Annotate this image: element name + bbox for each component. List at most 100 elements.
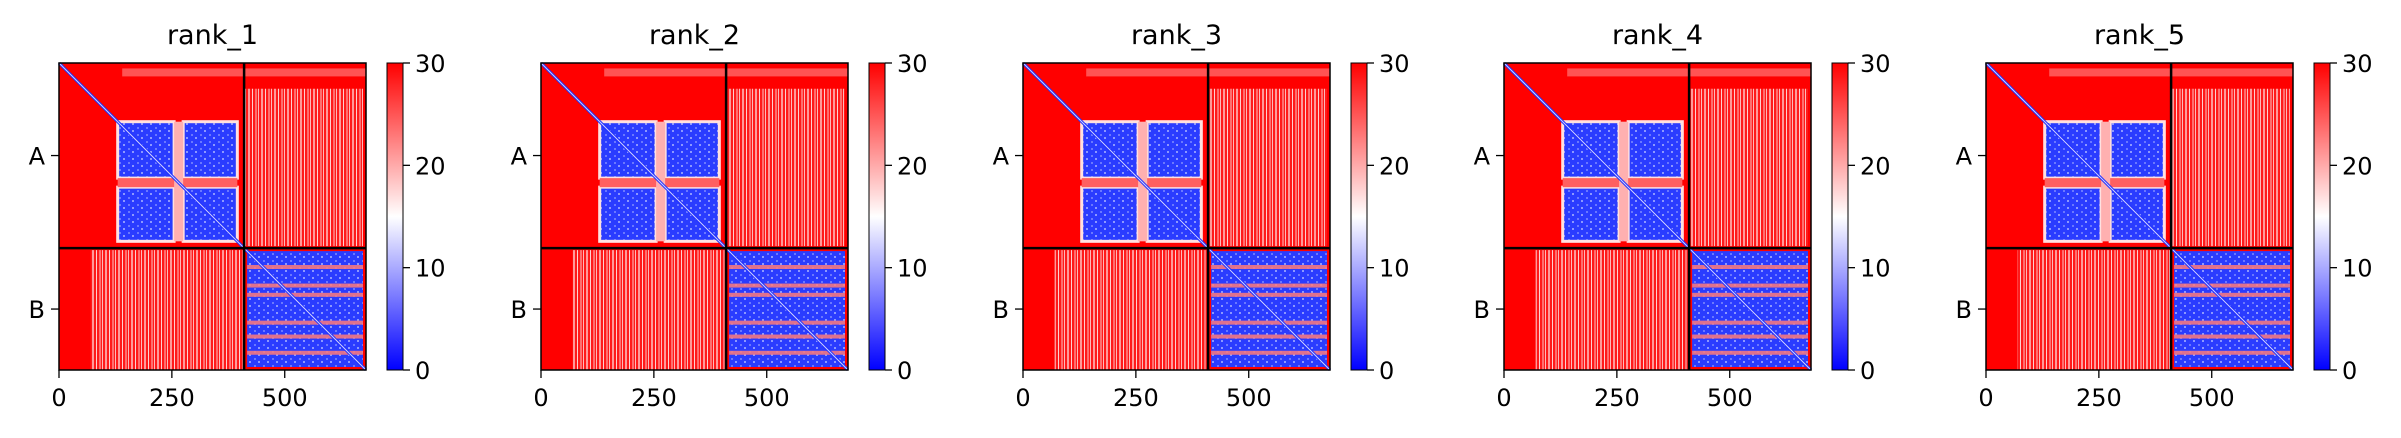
colorbar (386, 62, 404, 371)
interchain-block-ba (90, 250, 245, 370)
chain-b-streak-1 (247, 283, 363, 288)
colorbar-tick-label: 0 (1379, 357, 1394, 385)
panel-title: rank_2 (649, 20, 740, 51)
diagonal-highlight (1503, 62, 1812, 371)
colorbar-tick-label: 20 (415, 152, 446, 180)
colorbar-tick-label: 0 (897, 357, 912, 385)
x-tick-label: 500 (1707, 384, 1753, 412)
colorbar-tick-label: 30 (897, 50, 928, 78)
pae-panel-5: rank_5 A B 0 250 500 0 10 20 30 (1956, 20, 2373, 412)
pae-panel-1: rank_1 A B 0 250 500 0 10 20 30 (29, 20, 446, 412)
chain-b-streak-2 (2174, 292, 2290, 297)
diagonal-highlight (58, 62, 367, 371)
heatmap-frame (540, 62, 849, 371)
colorbar-tick-label: 30 (1379, 50, 1410, 78)
chain-b-streak-3 (1211, 320, 1327, 325)
chain-b-streak-4 (2174, 334, 2290, 339)
heatmap-frame (1022, 62, 1331, 371)
interchain-block-ab (244, 88, 363, 247)
chain-b-streak-4 (247, 334, 363, 339)
x-tick-label: 500 (262, 384, 308, 412)
interchain-block-ba (572, 250, 727, 370)
colorbar-tick-label: 0 (1860, 357, 1875, 385)
chain-b-streak-5 (247, 350, 363, 355)
colorbar-tick-label: 20 (1860, 152, 1891, 180)
chain-b-streak-4 (1692, 334, 1808, 339)
diagonal-highlight (1985, 62, 2294, 371)
interchain-block-ab (1208, 88, 1327, 247)
interchain-block-ab (1689, 88, 1808, 247)
chain-b-streak-3 (2174, 320, 2290, 325)
chain-b-streak-0 (2174, 265, 2290, 270)
colorbar-tick-label: 0 (2342, 357, 2357, 385)
colorbar (1350, 62, 1368, 371)
x-tick-label: 0 (51, 384, 66, 412)
domain-block-a-10 (181, 120, 239, 180)
colorbar-tick-label: 0 (415, 357, 430, 385)
chain-label: A (1956, 143, 1973, 171)
pae-panel-2: rank_2 A B 0 250 500 0 10 20 30 (511, 20, 928, 412)
chain-b-streak-5 (729, 350, 845, 355)
chain-b-streak-0 (1692, 265, 1808, 270)
chain-label: A (29, 143, 46, 171)
interchain-block-ab (2171, 88, 2290, 247)
chain-b-streak-1 (2174, 283, 2290, 288)
x-tick-label: 500 (2189, 384, 2235, 412)
panel-title: rank_4 (1612, 20, 1703, 51)
x-tick-label: 500 (1226, 384, 1272, 412)
chain-b-streak-2 (1692, 292, 1808, 297)
interchain-block-ba (2017, 250, 2172, 370)
x-tick-label: 250 (1594, 384, 1640, 412)
chain-b-streak-0 (1211, 265, 1327, 270)
colorbar-tick-label: 10 (1379, 255, 1410, 283)
chain-b-streak-5 (1211, 350, 1327, 355)
x-tick-label: 500 (744, 384, 790, 412)
domain-block-a-10 (1626, 120, 1684, 180)
pae-panel-3: rank_3 A B 0 250 500 0 10 20 30 (993, 20, 1410, 412)
diagonal-highlight (1022, 62, 1331, 371)
colorbar-tick-label: 20 (897, 152, 928, 180)
chain-b-streak-0 (247, 265, 363, 270)
chain-b-streak-3 (247, 320, 363, 325)
chain-label: B (1956, 296, 1972, 324)
domain-block-a-01 (1080, 185, 1140, 243)
chain-b-streak-2 (729, 292, 845, 297)
chain-b-streak-5 (1692, 350, 1808, 355)
colorbar (868, 62, 886, 371)
chain-label: A (511, 143, 528, 171)
domain-block-a-01 (116, 185, 176, 243)
panel-title: rank_5 (2094, 20, 2185, 51)
colorbar-tick-label: 10 (1860, 255, 1891, 283)
domain-block-a-10 (1145, 120, 1203, 180)
colorbar-tick-label: 20 (1379, 152, 1410, 180)
colorbar-tick-label: 30 (415, 50, 446, 78)
colorbar-tick-label: 10 (415, 255, 446, 283)
x-tick-label: 0 (533, 384, 548, 412)
domain-block-a-01 (598, 185, 658, 243)
domain-block-a-01 (1561, 185, 1621, 243)
x-tick-label: 0 (1496, 384, 1511, 412)
chain-b-streak-2 (247, 292, 363, 297)
chain-b-streak-1 (1211, 283, 1327, 288)
x-tick-label: 250 (1113, 384, 1159, 412)
chain-b-streak-3 (729, 320, 845, 325)
chain-b-streak-4 (729, 334, 845, 339)
colorbar-tick-label: 10 (897, 255, 928, 283)
chain-label: B (1474, 296, 1490, 324)
chain-label: B (993, 296, 1009, 324)
x-tick-label: 0 (1978, 384, 1993, 412)
chain-b-streak-1 (729, 283, 845, 288)
colorbar (1831, 62, 1849, 371)
colorbar-tick-label: 30 (2342, 50, 2373, 78)
chain-label: A (993, 143, 1010, 171)
chain-b-streak-4 (1211, 334, 1327, 339)
domain-block-a-10 (663, 120, 721, 180)
heatmap-frame (1985, 62, 2294, 371)
chain-b-streak-1 (1692, 283, 1808, 288)
chain-b-streak-3 (1692, 320, 1808, 325)
heatmap-frame (58, 62, 367, 371)
domain-block-a-10 (2108, 120, 2166, 180)
interchain-block-ba (1535, 250, 1690, 370)
x-tick-label: 250 (631, 384, 677, 412)
